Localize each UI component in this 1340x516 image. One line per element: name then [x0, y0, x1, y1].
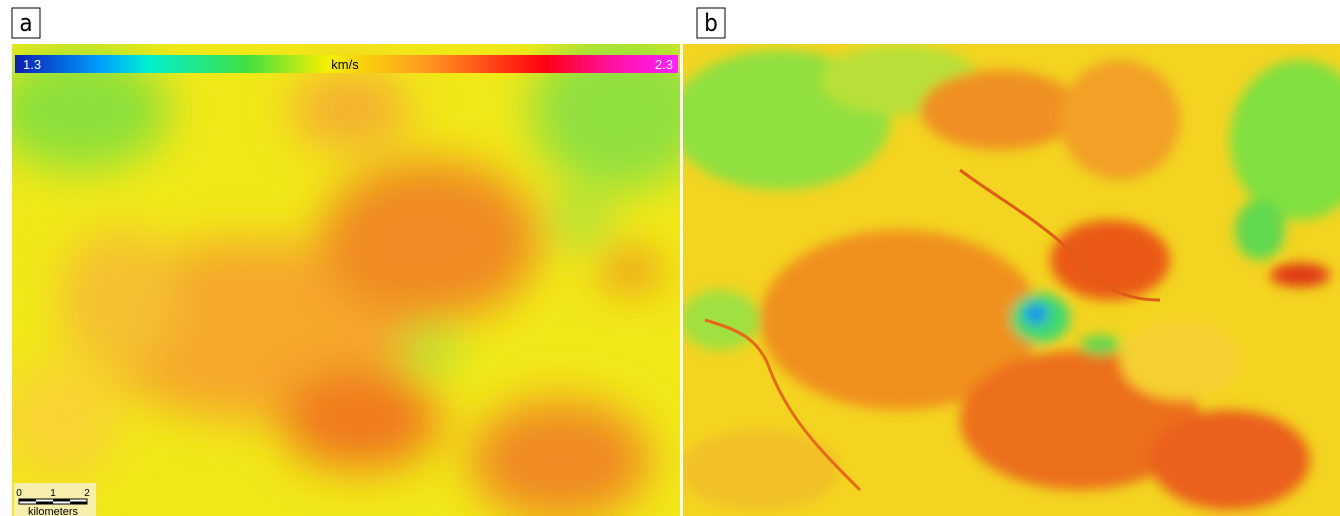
panel-label-box [696, 7, 726, 39]
panel-label: b [704, 9, 718, 37]
velocity-map-a [12, 44, 680, 516]
scale-tick: 1 [50, 488, 56, 499]
panel-label-box [11, 7, 41, 39]
scale-tick: 0 [16, 488, 22, 499]
colorbar [15, 55, 678, 73]
scale-tick: 2 [84, 488, 90, 499]
panel-divider [680, 44, 683, 516]
scale-unit: kilometers [28, 506, 79, 516]
velocity-map-b [683, 44, 1340, 516]
colorbar-max: 2.3 [655, 57, 673, 72]
panel-label: a [19, 9, 32, 37]
colorbar-min: 1.3 [23, 57, 41, 72]
scale-bar: 0 1 2 kilometers [14, 483, 96, 516]
colorbar-unit: km/s [331, 57, 359, 72]
